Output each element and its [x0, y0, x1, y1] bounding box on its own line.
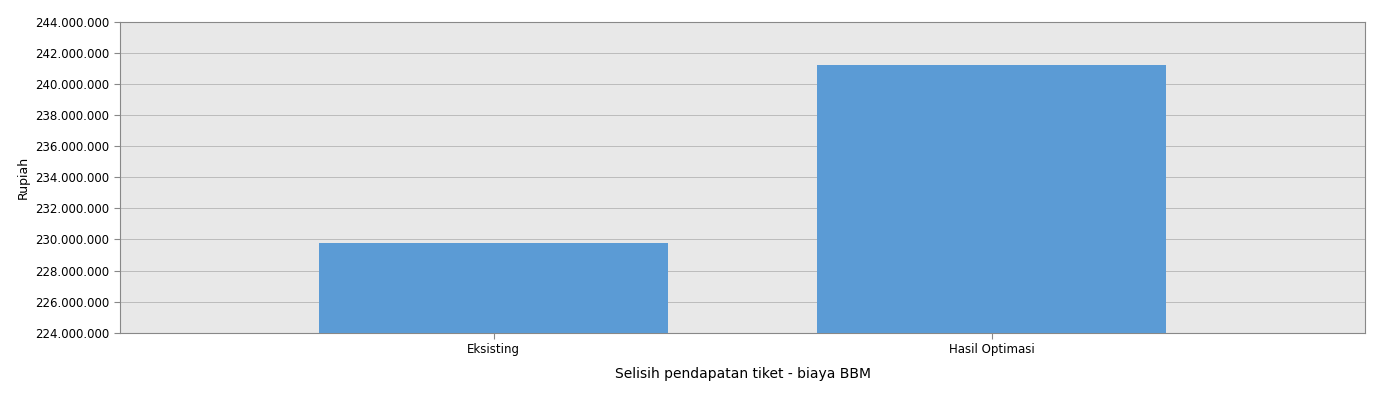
X-axis label: Selisih pendapatan tiket - biaya BBM: Selisih pendapatan tiket - biaya BBM [615, 367, 871, 381]
Y-axis label: Rupiah: Rupiah [17, 156, 29, 199]
Bar [319, 242, 668, 398]
Bar [817, 65, 1166, 398]
